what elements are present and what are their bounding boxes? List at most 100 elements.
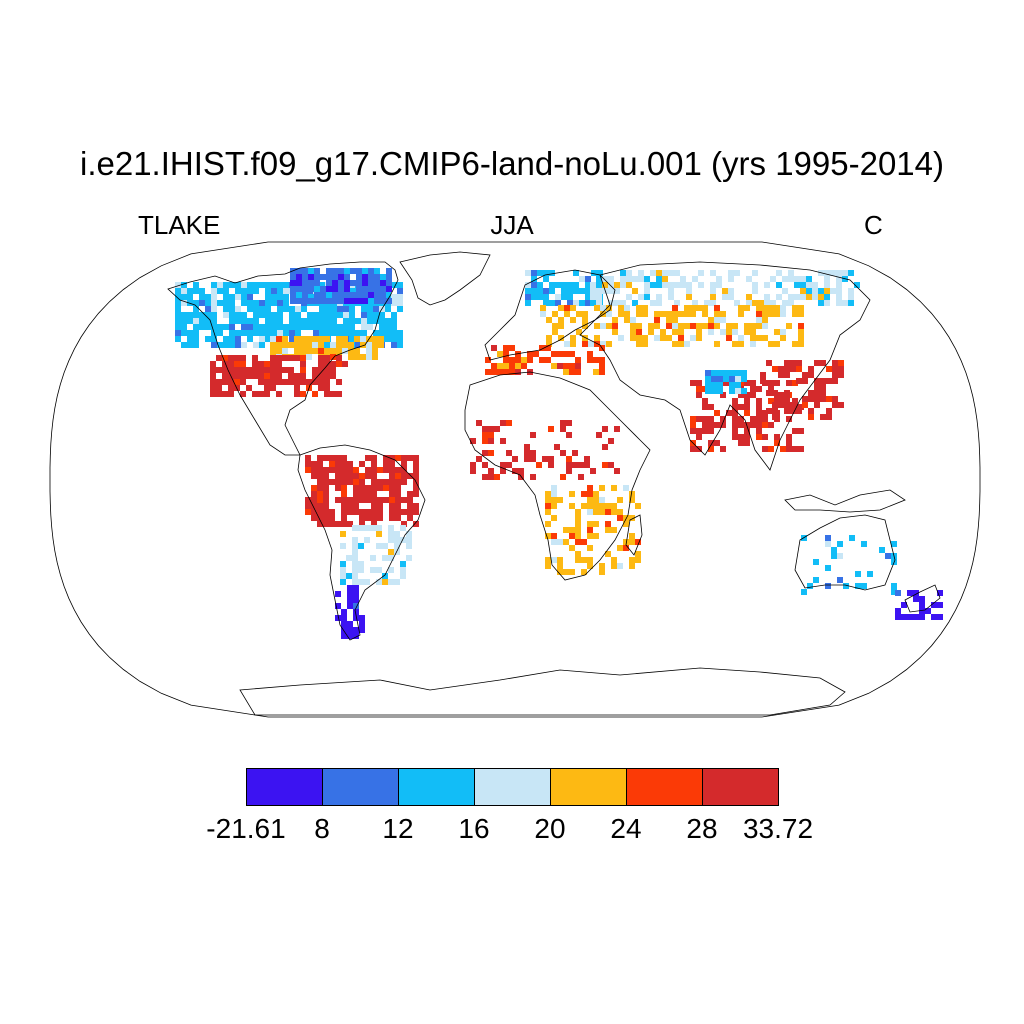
grid-cell	[358, 543, 364, 549]
grid-cell	[359, 615, 365, 621]
grid-cell	[531, 288, 537, 294]
grid-cell	[247, 318, 253, 324]
grid-cell	[766, 408, 772, 414]
grid-cell	[323, 479, 329, 485]
grid-cell	[265, 324, 271, 330]
grid-cell	[331, 318, 337, 324]
grid-cell	[288, 342, 294, 348]
grid-cell	[354, 336, 360, 342]
grid-cell	[735, 382, 741, 388]
grid-cell	[560, 426, 566, 432]
colorbar-segment	[322, 768, 399, 806]
grid-cell	[335, 467, 341, 473]
grid-cell	[636, 323, 642, 329]
grid-cell	[629, 515, 635, 521]
grid-cell	[807, 583, 813, 589]
grid-cell	[825, 583, 831, 589]
grid-cell	[317, 461, 323, 467]
grid-cell	[750, 422, 756, 428]
grid-cell	[229, 282, 235, 288]
grid-cell	[247, 330, 253, 336]
grid-cell	[235, 306, 241, 312]
grid-cell	[705, 376, 711, 382]
grid-cell	[312, 336, 318, 342]
grid-cell	[234, 355, 240, 361]
grid-cell	[352, 555, 358, 561]
grid-cell	[558, 335, 564, 341]
grid-cell	[264, 373, 270, 379]
grid-cell	[323, 455, 329, 461]
grid-cell	[217, 300, 223, 306]
grid-cell	[666, 323, 672, 329]
grid-cell	[193, 336, 199, 342]
grid-cell	[329, 515, 335, 521]
grid-cell	[756, 422, 762, 428]
grid-cell	[365, 515, 371, 521]
grid-cell	[283, 294, 289, 300]
grid-cell	[790, 360, 796, 366]
grid-cell	[377, 485, 383, 491]
grid-cell	[630, 317, 636, 323]
grid-cell	[294, 373, 300, 379]
colorbar-segment	[702, 768, 779, 806]
grid-cell	[774, 305, 780, 311]
grid-cell	[820, 384, 826, 390]
grid-cell	[385, 318, 391, 324]
grid-cell	[563, 351, 569, 357]
grid-cell	[632, 288, 638, 294]
grid-cell	[362, 298, 368, 304]
grid-cell	[814, 378, 820, 384]
grid-cell	[217, 342, 223, 348]
grid-cell	[318, 336, 324, 342]
grid-cell	[629, 557, 635, 563]
grid-cell	[744, 410, 750, 416]
grid-cell	[762, 317, 768, 323]
grid-cell	[356, 274, 362, 280]
grid-cell	[654, 311, 660, 317]
grid-cell	[181, 318, 187, 324]
grid-cell	[325, 342, 331, 348]
grid-cell	[684, 311, 690, 317]
grid-cell	[307, 318, 313, 324]
grid-cell	[235, 342, 241, 348]
grid-cell	[756, 404, 762, 410]
grid-cell	[543, 300, 549, 306]
grid-cell	[558, 323, 564, 329]
plot-title: i.e21.IHIST.f09_g17.CMIP6-land-noLu.001 …	[79, 145, 944, 182]
grid-cell	[229, 324, 235, 330]
grid-cell	[326, 298, 332, 304]
grid-cell	[766, 390, 772, 396]
grid-cell	[373, 330, 379, 336]
grid-cell	[684, 305, 690, 311]
grid-cell	[582, 341, 588, 347]
grid-cell	[388, 567, 394, 573]
grid-cell	[820, 360, 826, 366]
grid-cell	[750, 329, 756, 335]
grid-cell	[362, 268, 368, 274]
grid-cell	[353, 603, 359, 609]
grid-cell	[672, 317, 678, 323]
grid-cell	[300, 379, 306, 385]
grid-cell	[717, 382, 723, 388]
grid-cell	[925, 608, 931, 614]
grid-cell	[314, 280, 320, 286]
grid-cell	[587, 503, 593, 509]
grid-cell	[824, 288, 830, 294]
grid-cell	[549, 282, 555, 288]
grid-cell	[362, 286, 368, 292]
grid-cell	[323, 473, 329, 479]
grid-cell	[660, 335, 666, 341]
grid-cell	[199, 324, 205, 330]
grid-cell	[728, 288, 734, 294]
grid-cell	[838, 372, 844, 378]
grid-cell	[367, 318, 373, 324]
grid-cell	[587, 563, 593, 569]
grid-cell	[780, 311, 786, 317]
grid-cell	[319, 282, 325, 288]
grid-cell	[741, 388, 747, 394]
grid-cell	[288, 367, 294, 373]
grid-cell	[792, 311, 798, 317]
grid-cell	[552, 329, 558, 335]
grid-cell	[344, 280, 350, 286]
grid-cell	[678, 341, 684, 347]
